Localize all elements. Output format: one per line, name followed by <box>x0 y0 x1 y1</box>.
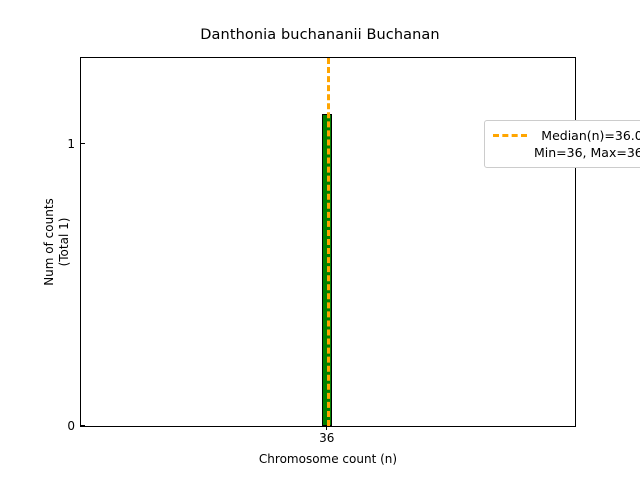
ytick-label-1: 1 <box>67 136 75 151</box>
xtick-mark <box>326 426 328 430</box>
chart-title: Danthonia buchananii Buchanan <box>200 27 440 43</box>
ytick-mark <box>81 425 85 427</box>
y-axis-label-line2: (Total 1) <box>57 217 71 267</box>
plot-area <box>81 58 575 426</box>
y-axis-label: Num of counts (Total 1) <box>42 57 71 427</box>
y-axis-label-line1: Num of counts <box>42 198 56 286</box>
xtick-label-36: 36 <box>319 431 335 445</box>
ytick-mark <box>81 142 85 145</box>
plot-axes: 0 1 36 Median(n)=36.0 Min=36, Max=36 <box>67 57 640 445</box>
bar-36 <box>321 114 332 426</box>
legend-label-minmax: Min=36, Max=36 <box>534 145 640 160</box>
x-axis-label: Chromosome count (n) <box>258 452 398 466</box>
legend-dashed-line-icon <box>493 127 527 144</box>
chart-legend: Median(n)=36.0 Min=36, Max=36 <box>484 120 640 168</box>
legend-label-median: Median(n)=36.0 <box>541 128 640 143</box>
median-line <box>326 58 330 426</box>
legend-entry-text: Median(n)=36.0 Min=36, Max=36 <box>534 127 640 161</box>
ytick-label-0: 0 <box>67 419 75 433</box>
dash-sample <box>493 134 527 137</box>
